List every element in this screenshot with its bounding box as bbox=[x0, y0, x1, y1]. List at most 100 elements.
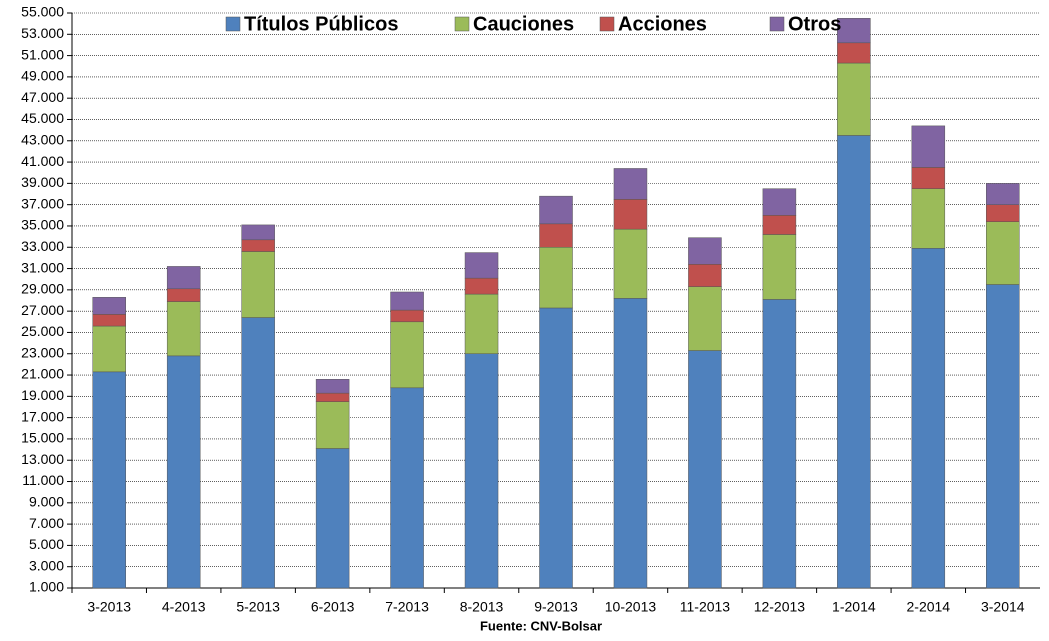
y-tick-label: 43.000 bbox=[21, 131, 64, 147]
legend-swatch bbox=[454, 16, 470, 32]
legend-label: Cauciones bbox=[473, 13, 574, 35]
bar-segment bbox=[315, 392, 350, 402]
bar-segment bbox=[688, 237, 722, 265]
legend-swatch bbox=[599, 16, 615, 32]
bar-segment bbox=[315, 401, 350, 449]
bar-segment bbox=[539, 195, 573, 225]
bar-segment bbox=[241, 224, 275, 241]
bar-segment bbox=[464, 293, 499, 354]
y-tick-label: 21.000 bbox=[21, 366, 64, 382]
y-tick-label: 37.000 bbox=[21, 195, 64, 211]
y-tick-label: 3.000 bbox=[29, 557, 64, 573]
bar-segment bbox=[837, 18, 871, 44]
bar-segment bbox=[390, 321, 424, 389]
y-tick-label: 17.000 bbox=[21, 408, 64, 424]
bar-segment bbox=[688, 264, 722, 287]
bar-segment bbox=[539, 223, 573, 248]
bar-segment bbox=[464, 252, 499, 279]
bar-segment bbox=[390, 291, 424, 311]
bar-segment bbox=[464, 277, 499, 295]
bar-segment bbox=[166, 355, 201, 589]
bar-segment bbox=[911, 248, 946, 589]
y-tick-label: 35.000 bbox=[21, 217, 64, 233]
y-tick-label: 11.000 bbox=[22, 472, 64, 488]
bar-segment bbox=[911, 125, 946, 168]
bar-segment bbox=[166, 301, 201, 357]
y-tick-label: 27.000 bbox=[21, 302, 64, 318]
x-tick-label: 5-2013 bbox=[236, 599, 280, 615]
bar-segment bbox=[390, 309, 424, 323]
bar-segment bbox=[92, 325, 126, 373]
bar-segment bbox=[911, 167, 946, 189]
y-tick-label: 49.000 bbox=[21, 68, 64, 84]
bar-segment bbox=[241, 317, 275, 589]
bar-segment bbox=[390, 387, 424, 589]
x-tick-label: 6-2013 bbox=[311, 599, 355, 615]
legend-swatch bbox=[769, 16, 785, 32]
bar-segment bbox=[464, 353, 499, 589]
x-tick-label: 8-2013 bbox=[460, 599, 504, 615]
y-tick-label: 55.000 bbox=[21, 4, 64, 20]
y-tick-label: 29.000 bbox=[21, 281, 64, 297]
x-tick-label: 4-2013 bbox=[162, 599, 206, 615]
bar-segment bbox=[762, 234, 797, 300]
bar-segment bbox=[688, 350, 722, 589]
bar-segment bbox=[837, 135, 871, 589]
bar-segment bbox=[539, 247, 573, 309]
y-tick-label: 15.000 bbox=[21, 430, 64, 446]
bar-segment bbox=[241, 251, 275, 318]
bar-segment bbox=[762, 299, 797, 589]
y-tick-label: 51.000 bbox=[21, 46, 64, 62]
bar-segment bbox=[613, 168, 648, 200]
bar-segment bbox=[92, 297, 126, 315]
bar-segment bbox=[613, 298, 648, 589]
y-tick-label: 19.000 bbox=[21, 387, 64, 403]
x-tick-label: 2-2014 bbox=[907, 599, 951, 615]
x-tick-label: 12-2013 bbox=[754, 599, 806, 615]
y-tick-label: 45.000 bbox=[21, 110, 64, 126]
bar-segment bbox=[166, 266, 201, 290]
bar-segment bbox=[837, 42, 871, 64]
bar-segment bbox=[315, 379, 350, 394]
bar-segment bbox=[613, 228, 648, 299]
bar-segment bbox=[986, 221, 1020, 285]
legend-label: Acciones bbox=[618, 13, 707, 35]
bar-segment bbox=[166, 288, 201, 302]
bar-segment bbox=[762, 215, 797, 235]
y-tick-label: 5.000 bbox=[29, 536, 64, 552]
x-tick-label: 7-2013 bbox=[385, 599, 429, 615]
x-tick-label: 10-2013 bbox=[605, 599, 657, 615]
bar-segment bbox=[986, 183, 1020, 205]
bar-segment bbox=[613, 199, 648, 230]
y-tick-label: 47.000 bbox=[21, 89, 64, 105]
bar-segment bbox=[92, 371, 126, 589]
x-tick-label: 11-2013 bbox=[680, 599, 731, 615]
legend-label: Otros bbox=[788, 13, 841, 35]
bar-segment bbox=[92, 314, 126, 327]
y-tick-label: 1.000 bbox=[29, 579, 64, 595]
bar-segment bbox=[688, 286, 722, 351]
bar-segment bbox=[986, 204, 1020, 222]
bar-segment bbox=[539, 307, 573, 589]
bar-segment bbox=[762, 188, 797, 216]
legend-swatch bbox=[225, 16, 241, 32]
legend-label: Títulos Públicos bbox=[244, 13, 398, 35]
y-tick-label: 31.000 bbox=[21, 259, 64, 275]
x-tick-label: 3-2013 bbox=[87, 599, 131, 615]
y-tick-label: 39.000 bbox=[21, 174, 64, 190]
x-tick-label: 3-2014 bbox=[981, 599, 1025, 615]
y-tick-label: 13.000 bbox=[21, 451, 64, 467]
bar-segment bbox=[241, 239, 275, 252]
source-note: Fuente: CNV-Bolsar bbox=[480, 618, 602, 633]
bar-segment bbox=[986, 284, 1020, 589]
y-tick-label: 33.000 bbox=[21, 238, 64, 254]
x-tick-label: 9-2013 bbox=[534, 599, 578, 615]
bar-segment bbox=[911, 188, 946, 249]
y-tick-label: 23.000 bbox=[21, 344, 64, 360]
bar-segment bbox=[315, 448, 350, 589]
bar-segment bbox=[837, 62, 871, 136]
y-tick-label: 53.000 bbox=[21, 25, 64, 41]
y-tick-label: 7.000 bbox=[29, 515, 64, 531]
y-tick-label: 25.000 bbox=[21, 323, 64, 339]
